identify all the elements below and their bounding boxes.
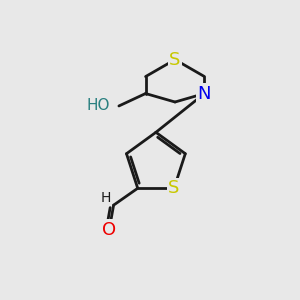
- Text: HO: HO: [87, 98, 110, 113]
- Text: O: O: [102, 221, 116, 239]
- Text: S: S: [169, 51, 181, 69]
- Text: H: H: [100, 191, 110, 205]
- Text: N: N: [198, 85, 211, 103]
- Text: S: S: [168, 179, 180, 197]
